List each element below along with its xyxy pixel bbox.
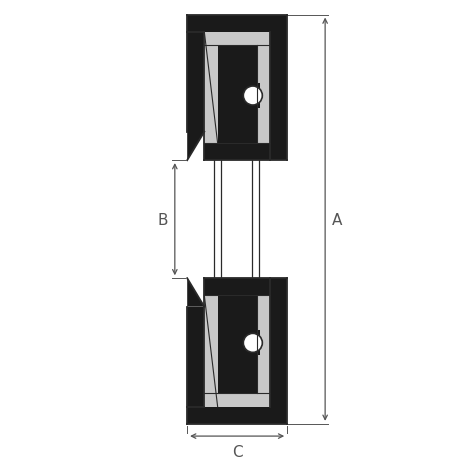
Bar <box>187 279 286 424</box>
Polygon shape <box>187 279 204 307</box>
Bar <box>256 296 269 393</box>
Bar <box>204 296 217 393</box>
Bar <box>204 46 217 144</box>
Polygon shape <box>187 132 204 161</box>
Text: C: C <box>231 444 242 459</box>
Circle shape <box>243 334 262 353</box>
Bar <box>256 46 269 144</box>
Bar <box>204 393 269 407</box>
Circle shape <box>243 87 262 106</box>
Polygon shape <box>187 132 204 161</box>
Polygon shape <box>204 296 269 407</box>
Polygon shape <box>217 46 260 144</box>
Text: B: B <box>157 212 168 227</box>
Polygon shape <box>217 296 260 393</box>
Bar <box>187 16 286 161</box>
Bar <box>204 33 269 46</box>
Polygon shape <box>204 33 269 144</box>
Polygon shape <box>187 279 204 307</box>
Text: A: A <box>331 212 341 227</box>
